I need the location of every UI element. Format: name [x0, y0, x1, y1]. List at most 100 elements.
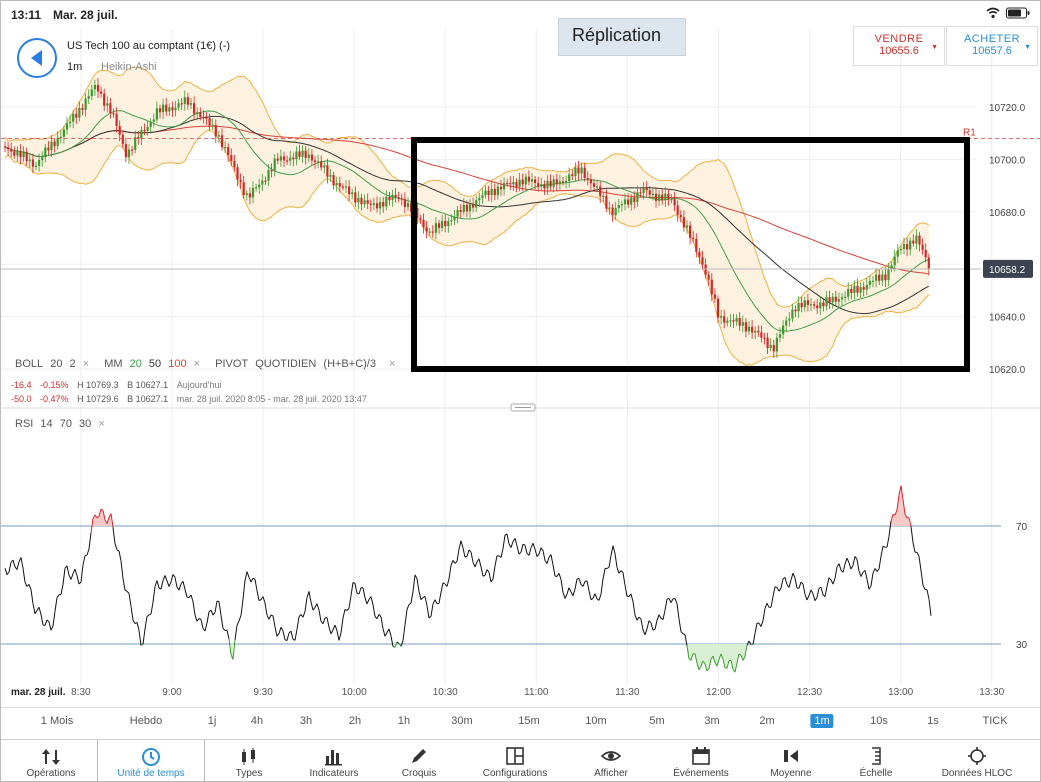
rsi-line-segment	[110, 513, 114, 528]
legend-mm[interactable]: MM	[104, 358, 123, 370]
candle-body	[568, 174, 571, 182]
legend-mm-20: 20	[129, 358, 142, 370]
timeframe-option[interactable]: Hebdo	[129, 715, 163, 727]
candle-body	[335, 183, 338, 186]
timeframe-option[interactable]: 2m	[759, 715, 775, 727]
candle-body	[571, 174, 574, 177]
candle-body	[530, 179, 534, 182]
toolbar-item[interactable]: Configurations	[465, 740, 565, 781]
candle-body	[868, 280, 871, 285]
candle-body	[747, 326, 751, 332]
candle-body	[645, 187, 648, 191]
timeframe-option[interactable]: 1s	[927, 715, 939, 727]
candle-body	[630, 197, 633, 205]
remove-rsi-icon[interactable]: ×	[98, 418, 105, 430]
candle-body	[289, 157, 292, 161]
legend-boll[interactable]: BOLL	[15, 358, 44, 370]
toolbar-item[interactable]: Échelle	[826, 740, 926, 781]
candle-body	[193, 103, 196, 114]
toolbar-item[interactable]: Opérations	[1, 740, 101, 781]
caret-down-icon: ▼	[931, 44, 938, 51]
candle-body	[472, 204, 475, 208]
rsi-line-segment	[140, 644, 144, 646]
rsi-line-segment	[404, 609, 408, 625]
rsi-line-segment	[56, 594, 60, 598]
toolbar-item[interactable]: Unité de temps	[101, 740, 201, 781]
time-axis-date: mar. 28 juil.	[11, 687, 66, 698]
timeframe-option[interactable]: 3m	[704, 715, 720, 727]
candle-body	[459, 209, 462, 213]
rsi-line-segment	[772, 586, 776, 597]
remove-boll-icon[interactable]: ×	[82, 358, 90, 370]
candle-body	[400, 198, 403, 200]
candle-body	[338, 183, 341, 187]
rsi-line-segment	[554, 575, 558, 577]
price-axis-label: 10720.0	[989, 103, 1026, 114]
toolbar-item[interactable]: Moyenne	[741, 740, 841, 781]
rsi-line-segment	[164, 575, 168, 581]
timeframe-option[interactable]: 5m	[649, 715, 665, 727]
rsi-line-segment	[402, 624, 406, 641]
candle-body	[592, 183, 596, 187]
timeframe-option[interactable]: 10s	[870, 715, 888, 727]
legend-pivot[interactable]: PIVOT	[215, 358, 249, 370]
candle-body	[354, 192, 357, 203]
toolbar-item[interactable]: Données HLOC	[927, 740, 1027, 781]
toolbar-item[interactable]: Indicateurs	[284, 740, 384, 781]
rsi-line-segment	[362, 587, 366, 598]
timeframe-option[interactable]: 4h	[250, 715, 264, 727]
timeframe-option[interactable]: 1m	[810, 714, 834, 728]
timeframe-option[interactable]: 10m	[585, 715, 607, 727]
rsi-line-segment	[28, 584, 32, 590]
candle-body	[834, 296, 837, 302]
candle-body	[667, 193, 670, 200]
remove-mm-icon[interactable]: ×	[193, 358, 201, 370]
legend-rsi[interactable]: RSI	[15, 418, 34, 430]
rsi-line-segment	[20, 557, 24, 569]
candle-body	[44, 147, 47, 158]
remove-pivot-icon[interactable]: ×	[389, 358, 396, 370]
toolbar-item[interactable]: Afficher	[561, 740, 661, 781]
instrument-name[interactable]: US Tech 100 au comptant (1€) (-)	[67, 40, 231, 52]
candle-body	[856, 285, 859, 293]
chart-canvas[interactable]: R1 10720.0 10700.0 10680.0 10640.0 10620.0 106…	[1, 1, 1041, 707]
toolbar-item[interactable]: Types	[199, 740, 299, 781]
toolbar-item[interactable]: Croquis	[369, 740, 469, 781]
candle-body	[611, 207, 614, 216]
current-price-tag	[983, 259, 1033, 278]
rsi-line-segment	[128, 593, 132, 607]
timeframe-option[interactable]: 1h	[397, 715, 411, 727]
candle-body	[177, 103, 180, 108]
time-axis-label: 11:00	[524, 687, 549, 698]
rsi-line-segment	[318, 610, 322, 622]
timeframe-option[interactable]: 1j	[207, 715, 217, 727]
candle-body	[729, 320, 732, 322]
rsi-line-segment	[926, 589, 930, 600]
timeframe-option[interactable]: 30m	[451, 715, 473, 727]
stats-period: Aujourd'hui	[176, 380, 222, 390]
timeframe-option[interactable]: 2h	[348, 715, 362, 727]
rsi-line-segment	[46, 619, 50, 623]
rsi-line-segment	[806, 595, 810, 601]
rsi-line-segment	[602, 568, 606, 580]
candle-body	[84, 98, 87, 110]
rsi-line-segment	[306, 591, 310, 598]
timeframe-option[interactable]: 15m	[518, 715, 540, 727]
buy-button[interactable]: ACHETER 10657.6 ▼	[946, 26, 1038, 66]
candle-body	[887, 268, 890, 281]
toolbar-label: Unité de temps	[117, 768, 185, 779]
toolbar-item[interactable]: Événements	[651, 740, 751, 781]
rsi-line-segment	[882, 545, 886, 548]
candle-body	[270, 170, 273, 172]
candle-body	[295, 151, 298, 160]
rsi-line-segment	[842, 564, 846, 573]
timeframe-option[interactable]: 3h	[299, 715, 313, 727]
rsi-line-segment	[452, 560, 456, 564]
rsi-line-segment	[708, 659, 712, 669]
timeframe-option[interactable]: TICK	[982, 715, 1008, 727]
back-button[interactable]	[17, 38, 57, 78]
sell-button[interactable]: VENDRE 10655.6 ▼	[853, 26, 945, 66]
rsi-line-segment	[644, 628, 648, 635]
candle-body	[230, 155, 233, 161]
timeframe-option[interactable]: 1 Mois	[40, 715, 74, 727]
